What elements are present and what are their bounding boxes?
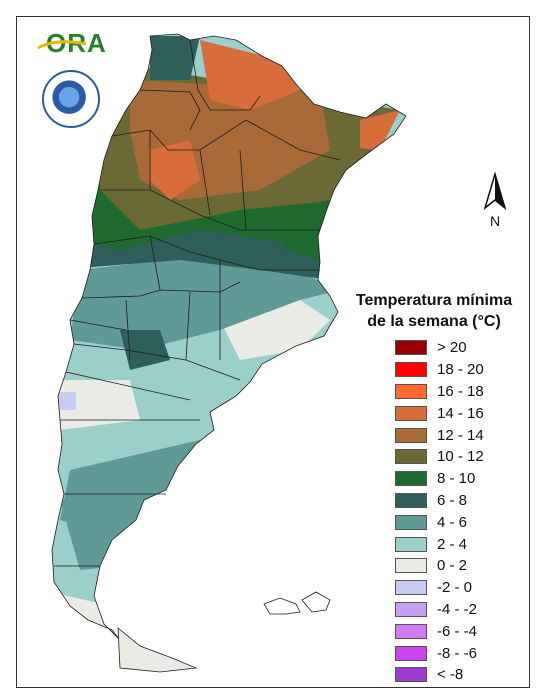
legend-swatch (395, 340, 427, 356)
legend-item: 12 - 14 (395, 424, 484, 446)
legend-item: 14 - 16 (395, 402, 484, 424)
legend-swatch (395, 449, 427, 465)
legend-label: -4 - -2 (437, 600, 478, 618)
legend-item: -8 - -6 (395, 642, 484, 664)
legend-swatch (395, 601, 427, 617)
legend-label: -2 - 0 (437, 579, 473, 597)
legend-item: 6 - 8 (395, 490, 484, 512)
legend-item: -6 - -4 (395, 620, 484, 642)
legend-item: 4 - 6 (395, 511, 484, 533)
legend-label: 4 - 6 (437, 513, 468, 531)
legend-swatch (395, 471, 427, 487)
legend-label: 2 - 4 (437, 535, 468, 553)
legend-label: 10 - 12 (437, 448, 484, 466)
north-arrow-icon: N (483, 172, 507, 229)
legend-swatch (395, 623, 427, 639)
legend-item: < -8 (395, 664, 484, 686)
legend-item: 8 - 10 (395, 468, 484, 490)
legend-title: Temperatura mínima de la semana (°C) (346, 290, 522, 332)
legend-label: -6 - -4 (437, 622, 478, 640)
legend-item: -4 - -2 (395, 599, 484, 621)
legend-swatch (395, 405, 427, 421)
north-label: N (490, 213, 500, 229)
legend: > 20 18 - 20 16 - 18 14 - 16 12 - 14 10 … (395, 337, 484, 686)
legend-label: 12 - 14 (437, 426, 484, 444)
legend-item: > 20 (395, 337, 484, 359)
legend-label: -8 - -6 (437, 644, 478, 662)
legend-title-line2: de la semana (°C) (367, 313, 501, 330)
legend-swatch (395, 580, 427, 596)
legend-swatch (395, 427, 427, 443)
legend-label: 14 - 16 (437, 404, 484, 422)
legend-swatch (395, 667, 427, 683)
legend-item: 18 - 20 (395, 359, 484, 381)
legend-item: 2 - 4 (395, 533, 484, 555)
smn-seal-logo (42, 70, 100, 128)
legend-item: 16 - 18 (395, 381, 484, 403)
legend-item: 0 - 2 (395, 555, 484, 577)
legend-label: 8 - 10 (437, 470, 476, 488)
legend-swatch (395, 558, 427, 574)
legend-item: -2 - 0 (395, 577, 484, 599)
legend-label: 0 - 2 (437, 557, 468, 575)
legend-label: 16 - 18 (437, 382, 484, 400)
falkland-islands (263, 591, 331, 615)
ora-logo-swoosh-icon (37, 40, 87, 50)
legend-label: 6 - 8 (437, 491, 468, 509)
legend-swatch (395, 492, 427, 508)
legend-title-line1: Temperatura mínima (355, 292, 513, 309)
legend-swatch (395, 383, 427, 399)
legend-swatch (395, 645, 427, 661)
legend-swatch (395, 362, 427, 378)
legend-item: 10 - 12 (395, 446, 484, 468)
province-borders (51, 33, 407, 641)
legend-label: 18 - 20 (437, 361, 484, 379)
legend-label: < -8 (437, 666, 464, 684)
tierra-del-fuego (117, 627, 198, 673)
legend-swatch (395, 514, 427, 530)
legend-swatch (395, 536, 427, 552)
legend-label: > 20 (437, 339, 467, 357)
